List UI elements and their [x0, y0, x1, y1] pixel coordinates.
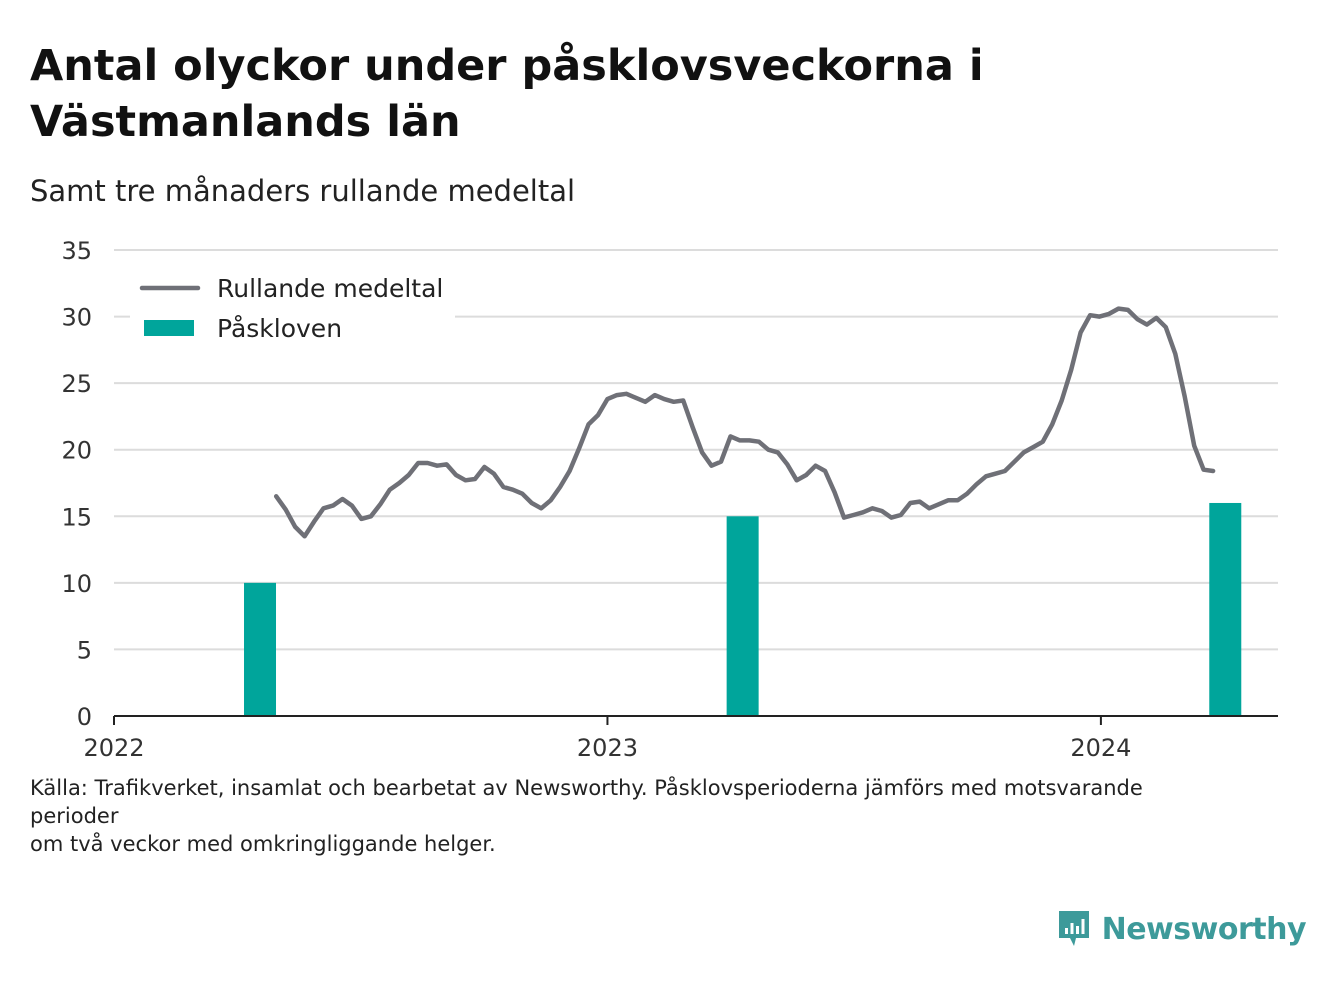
source-line-2: om två veckor med omkringliggande helger… — [30, 832, 496, 856]
y-tick-label: 10 — [61, 570, 92, 598]
newsworthy-logo-icon — [1058, 911, 1089, 946]
brand-logo: Newsworthy — [1056, 908, 1307, 950]
chart-title: Antal olyckor under påsklovsveckorna i V… — [30, 41, 984, 147]
y-tick-label: 0 — [77, 703, 92, 731]
bar-paskloven — [726, 516, 759, 716]
x-tick-label: 2023 — [577, 734, 638, 762]
y-tick-label: 35 — [61, 237, 92, 265]
legend-label-paskloven: Påskloven — [217, 314, 342, 343]
gridlines — [114, 249, 1278, 651]
legend-label-rullande-medeltal: Rullande medeltal — [217, 274, 443, 303]
bar-series-paskloven — [244, 502, 1242, 716]
x-tick-label: 2022 — [83, 734, 144, 762]
y-tick-label: 30 — [61, 304, 92, 332]
source-line-1: Källa: Trafikverket, insamlat och bearbe… — [30, 776, 1143, 828]
bar-paskloven — [244, 582, 277, 716]
y-tick-label: 20 — [61, 437, 92, 465]
y-tick-label: 15 — [61, 503, 92, 531]
x-axis: 2022 2023 2024 — [83, 715, 1278, 762]
brand-name: Newsworthy — [1101, 911, 1307, 947]
line-series-rullande-medeltal — [273, 306, 1216, 539]
bar-paskloven — [1209, 502, 1242, 716]
chart-subtitle: Samt tre månaders rullande medeltal — [30, 174, 576, 208]
legend: Rullande medeltal Påskloven — [130, 270, 455, 350]
legend-swatch-bar — [144, 320, 194, 336]
y-tick-label: 25 — [61, 370, 92, 398]
y-axis-ticks: 0 5 10 15 20 25 30 35 — [61, 237, 92, 731]
legend-background — [130, 270, 455, 350]
x-tick-label: 2024 — [1070, 734, 1131, 762]
chart-area: 0 5 10 15 20 25 30 35 2022 2023 2024 Rullande med… — [61, 237, 1278, 762]
y-tick-label: 5 — [77, 636, 92, 664]
source-note: Källa: Trafikverket, insamlat och bearbe… — [30, 774, 1230, 858]
